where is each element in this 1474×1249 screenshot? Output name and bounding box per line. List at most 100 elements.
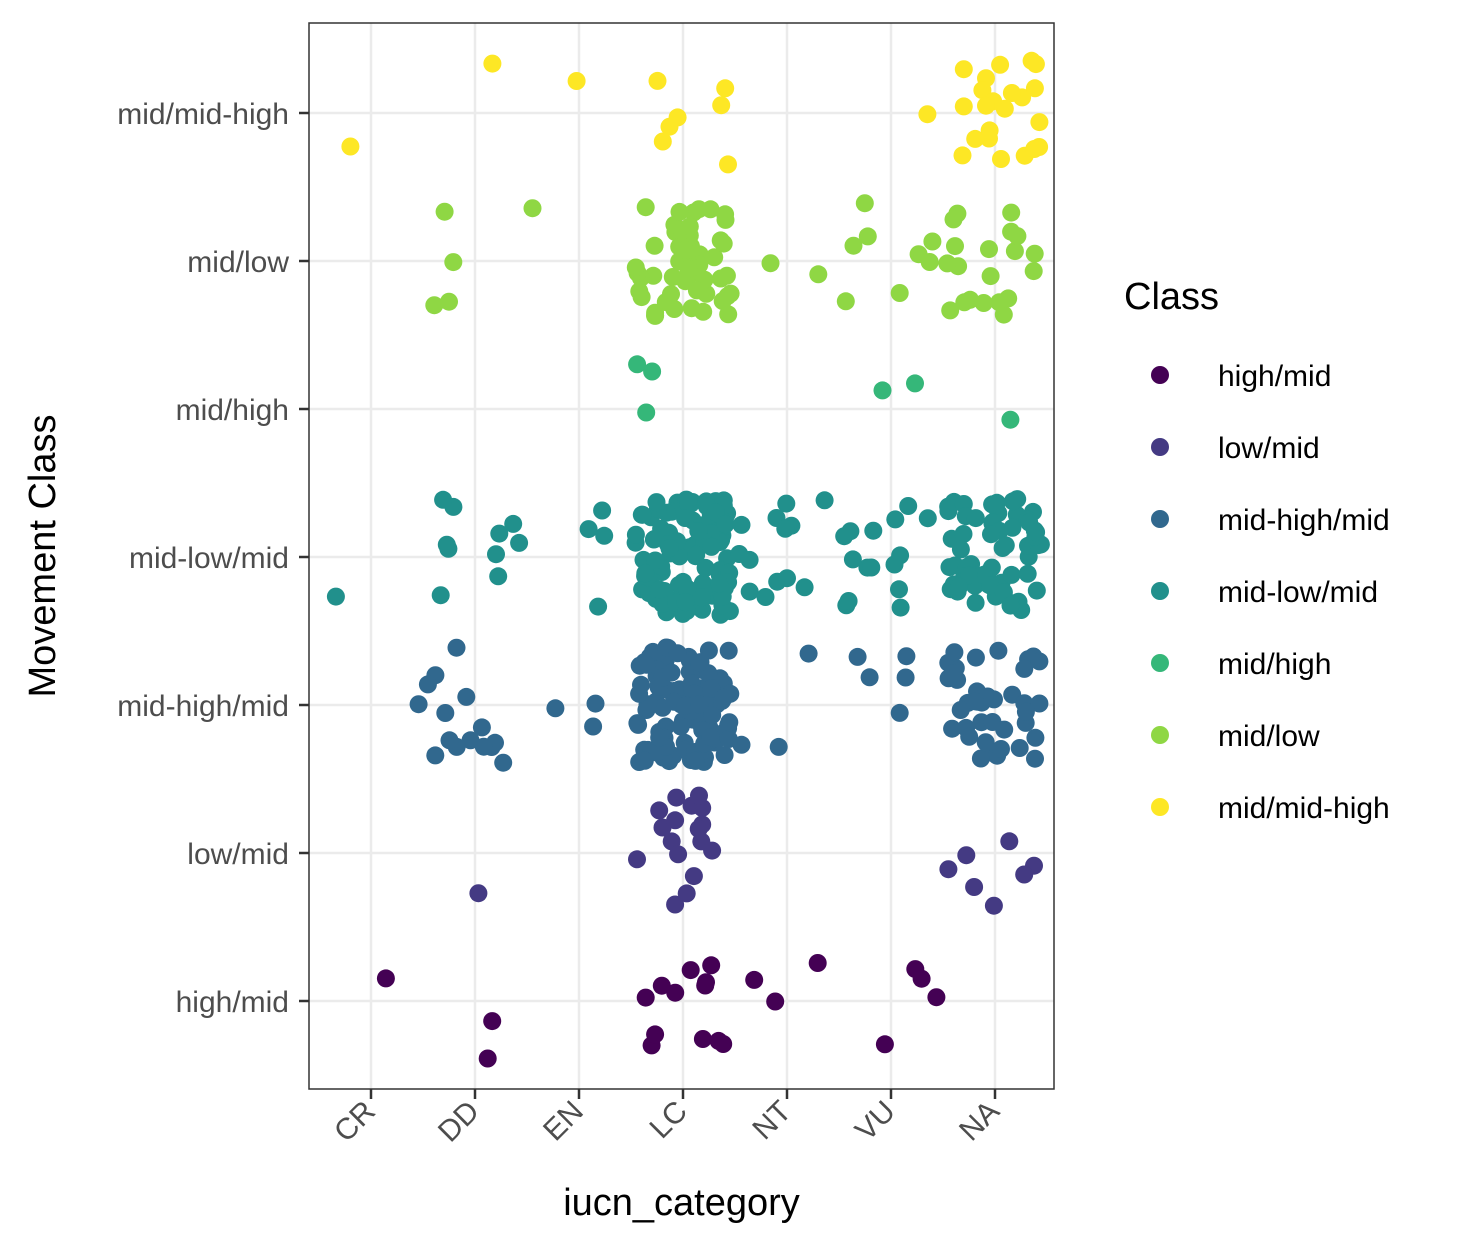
point-mid-low-mid-lc bbox=[716, 515, 735, 534]
point-mid-low-mid-lc bbox=[679, 493, 698, 511]
point-mid-low-na bbox=[946, 237, 964, 256]
point-mid-low-lc bbox=[717, 266, 736, 285]
point-mid-high-mid-na bbox=[1030, 694, 1049, 713]
legend-swatch-mid-mid-high bbox=[1151, 798, 1169, 816]
point-mid-high-mid-lc bbox=[690, 695, 709, 714]
point-mid-low-lc bbox=[687, 281, 706, 300]
point-mid-low-mid-dd bbox=[431, 586, 450, 605]
point-mid-low-vu bbox=[858, 227, 877, 246]
point-mid-low-dd bbox=[444, 253, 463, 272]
point-mid-low-lc bbox=[689, 200, 708, 219]
point-low-mid-lc bbox=[666, 895, 685, 914]
point-mid-mid-high-en bbox=[567, 72, 586, 90]
point-high-mid-vu bbox=[912, 969, 931, 988]
point-mid-high-mid-dd bbox=[436, 704, 455, 722]
point-mid-high-mid-dd bbox=[447, 638, 466, 657]
point-mid-mid-high-na bbox=[1025, 140, 1044, 158]
point-mid-low-mid-en bbox=[579, 520, 598, 539]
point-mid-high-mid-lc bbox=[686, 751, 705, 770]
point-mid-high-mid-lc bbox=[699, 641, 718, 660]
point-mid-mid-high-na bbox=[954, 60, 973, 79]
point-mid-mid-high-na bbox=[1030, 113, 1049, 132]
point-mid-low-nt bbox=[809, 265, 828, 284]
point-low-mid-na bbox=[1015, 865, 1034, 884]
point-mid-high-mid-lc bbox=[702, 679, 721, 698]
point-mid-low-lc bbox=[632, 288, 651, 307]
point-mid-high-mid-vu bbox=[848, 647, 867, 666]
point-mid-high-mid-na bbox=[1026, 728, 1045, 747]
point-mid-low-mid-na bbox=[1002, 565, 1021, 584]
legend-label-mid-mid-high: mid/mid-high bbox=[1218, 792, 1390, 825]
point-mid-low-na bbox=[1024, 262, 1043, 281]
legend-swatch-mid-high-mid bbox=[1151, 510, 1169, 528]
point-mid-high-mid-nt bbox=[799, 644, 818, 663]
point-mid-low-mid-lc bbox=[636, 564, 655, 583]
point-low-mid-na bbox=[965, 878, 984, 896]
point-mid-low-mid-na bbox=[960, 566, 978, 585]
point-low-mid-na bbox=[1000, 832, 1019, 851]
point-mid-low-mid-lc bbox=[646, 551, 665, 570]
point-mid-low-mid-na bbox=[994, 583, 1013, 602]
point-mid-low-mid-na bbox=[1001, 596, 1020, 615]
point-mid-low-lc bbox=[646, 303, 665, 322]
point-mid-high-mid-nt bbox=[769, 737, 788, 756]
legend: Class high/mid low/mid mid-high/mid mid-low… bbox=[1124, 276, 1390, 825]
point-mid-mid-high-lc bbox=[648, 71, 667, 90]
point-mid-high-mid-lc bbox=[715, 746, 734, 764]
data-points bbox=[326, 51, 1050, 1068]
point-mid-high-mid-na bbox=[1015, 659, 1034, 678]
point-mid-high-mid-na bbox=[951, 701, 970, 719]
point-high-mid-lc bbox=[666, 983, 685, 1002]
y-tick-label-mid-low: mid/low bbox=[187, 246, 289, 279]
y-tick-label-high-mid: high/mid bbox=[176, 986, 289, 1019]
point-mid-low-mid-dd bbox=[510, 533, 529, 552]
point-high-mid-nt bbox=[766, 992, 785, 1011]
point-mid-low-en bbox=[523, 199, 542, 218]
point-mid-low-mid-vu bbox=[835, 527, 854, 546]
point-mid-mid-high-na bbox=[1026, 55, 1045, 74]
point-mid-low-lc bbox=[626, 258, 645, 277]
point-mid-low-lc bbox=[713, 292, 732, 310]
point-mid-low-mid-na bbox=[949, 577, 968, 596]
point-high-mid-nt bbox=[745, 970, 764, 989]
point-mid-low-mid-lc bbox=[689, 522, 708, 541]
point-high-mid-dd bbox=[478, 1049, 497, 1068]
point-mid-mid-high-na bbox=[977, 96, 995, 115]
point-low-mid-lc bbox=[650, 801, 669, 820]
point-mid-low-vu bbox=[855, 194, 874, 213]
point-high-mid-vu bbox=[927, 988, 946, 1007]
point-mid-low-mid-dd bbox=[434, 490, 453, 509]
point-mid-low-mid-lc bbox=[650, 580, 669, 599]
point-mid-low-mid-na bbox=[1027, 523, 1046, 542]
point-mid-high-mid-dd bbox=[474, 737, 493, 756]
point-mid-low-mid-nt bbox=[777, 494, 796, 513]
point-mid-high-mid-na bbox=[944, 664, 962, 683]
point-low-mid-na bbox=[939, 860, 958, 879]
point-mid-low-vu bbox=[836, 292, 855, 311]
point-mid-low-mid-en bbox=[595, 526, 614, 545]
point-mid-low-mid-na bbox=[1027, 581, 1046, 600]
point-mid-mid-high-na bbox=[954, 97, 973, 116]
point-mid-low-mid-lc bbox=[678, 579, 697, 598]
point-mid-mid-high-na bbox=[953, 146, 972, 165]
point-mid-high-mid-lc bbox=[632, 675, 650, 694]
point-mid-low-mid-vu bbox=[839, 592, 858, 610]
point-mid-high-mid-lc bbox=[668, 644, 687, 663]
point-mid-low-mid-vu bbox=[885, 555, 904, 574]
point-mid-high-mid-lc bbox=[629, 715, 648, 734]
point-mid-high-mid-na bbox=[966, 648, 985, 667]
point-mid-low-mid-vu bbox=[864, 521, 883, 540]
legend-swatch-low-mid bbox=[1151, 438, 1169, 456]
point-high-mid-dd bbox=[483, 1012, 502, 1031]
point-mid-low-mid-vu bbox=[899, 497, 918, 515]
point-mid-high-mid-na bbox=[943, 719, 962, 738]
point-mid-low-na bbox=[941, 301, 960, 320]
point-mid-low-mid-vu bbox=[843, 550, 862, 569]
point-mid-low-na bbox=[1002, 203, 1021, 222]
point-high-mid-lc bbox=[702, 956, 721, 975]
point-mid-mid-high-cr bbox=[341, 137, 360, 156]
point-mid-low-lc bbox=[705, 248, 724, 267]
y-tick-label-low-mid: low/mid bbox=[187, 838, 289, 871]
point-mid-low-mid-lc bbox=[676, 509, 694, 527]
